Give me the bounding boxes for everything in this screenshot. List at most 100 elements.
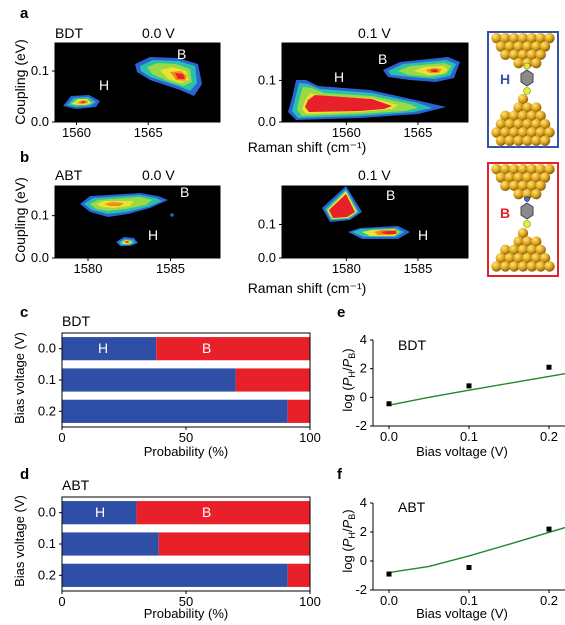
scatter-e: -2 0 2 4 0.0 0.1 0.2 <box>355 332 565 444</box>
ylabel-c: Bias voltage (V) <box>12 332 27 424</box>
bar-B-0.0 <box>136 501 310 525</box>
bar-H-0.2 <box>62 399 288 423</box>
panel-b: b ABT 0.0 V 0.1 V B H <box>12 149 469 296</box>
gold-atom <box>513 118 524 130</box>
gold-atom <box>531 252 542 264</box>
gold-atom <box>531 135 542 146</box>
voltage-label-a0: 0.0 V <box>142 25 175 41</box>
data-point <box>546 364 552 370</box>
data-point <box>386 401 392 407</box>
panel-label-e: e <box>337 304 345 321</box>
ylabel-d: Bias voltage (V) <box>12 495 27 587</box>
gold-atom <box>513 135 524 146</box>
inset-H: H <box>487 31 559 148</box>
bar-label-d-B: B <box>202 504 211 520</box>
gold-atom <box>517 164 529 175</box>
inset-H-label: H <box>500 71 510 87</box>
y-tick-label: -2 <box>355 418 367 433</box>
blob-H-a1-core <box>305 95 392 112</box>
bar-label-c-B: B <box>202 340 211 356</box>
y-tick-label: -2 <box>355 582 367 597</box>
molecule-label-f: ABT <box>398 499 426 515</box>
gold-atom <box>513 102 524 113</box>
axes-c: 0.0 0.1 0.20 50 100 <box>38 332 321 445</box>
gold-atom <box>504 135 515 146</box>
map-frame <box>54 42 221 123</box>
gold-atom <box>513 172 524 183</box>
blob-H-a0-core <box>80 101 86 103</box>
bar-H-0.2 <box>62 563 288 587</box>
gold-atom <box>495 135 507 146</box>
bar-B-0.0 <box>156 337 310 361</box>
gold-electrodes-H <box>491 33 555 146</box>
gold-atom <box>495 118 507 130</box>
x-tick-label: 0 <box>58 430 65 445</box>
gold-atom <box>517 244 529 256</box>
gold-atom <box>526 244 538 256</box>
y-tick-label: 0.2 <box>38 567 56 582</box>
y-tick-label: 2 <box>360 361 367 376</box>
gold-atom <box>531 236 542 247</box>
peak-label-b0-H: H <box>148 227 158 243</box>
heatmap-a0 <box>55 43 220 122</box>
gold-atom <box>500 180 511 192</box>
gold-atom <box>531 188 542 200</box>
x-tick-label: 1580 <box>332 261 361 276</box>
gold-atom <box>491 127 502 138</box>
x-tick-label: 0.1 <box>460 593 478 608</box>
x-tick-label: 1560 <box>62 125 91 140</box>
gold-atom <box>508 244 520 256</box>
blob-B-a1-core <box>430 69 438 72</box>
x-tick-label: 1580 <box>74 261 103 276</box>
gold-atom <box>504 118 515 130</box>
molecule-label-a: BDT <box>55 25 83 41</box>
gold-atom <box>535 33 546 44</box>
y-tick-label: 4 <box>360 495 367 510</box>
axes-b: 1580 1585 0.0 0.1 1580 1585 0.0 0.1 <box>31 185 469 276</box>
peak-label-a0-B: B <box>177 46 186 62</box>
gold-atom <box>539 118 551 130</box>
y-tick-label: 0.1 <box>258 217 276 232</box>
gold-atom <box>517 33 529 44</box>
bar-B-0.2 <box>287 563 310 587</box>
xlabel-a: Raman shift (cm⁻¹) <box>248 139 367 155</box>
panel-label-a: a <box>20 5 29 22</box>
blob-B-a0-core <box>175 73 185 79</box>
bar-H-0.1 <box>62 532 159 556</box>
y-tick-label: 4 <box>360 332 367 347</box>
gold-atom <box>535 110 546 122</box>
gold-atom <box>508 261 520 272</box>
gold-atom <box>531 41 542 52</box>
gold-atom <box>508 127 520 138</box>
blob-B-b0-l5 <box>104 202 124 206</box>
peak-label-b0-B: B <box>180 184 189 200</box>
sulfur-top-H <box>523 62 531 70</box>
y-tick-label: 0.0 <box>38 505 56 520</box>
inset-B-label: B <box>500 205 510 221</box>
xlabel-f: Bias voltage (V) <box>416 606 508 621</box>
scatter-f: -2 0 2 4 0.0 0.1 0.2 <box>355 495 565 608</box>
gold-atom <box>508 33 520 44</box>
gold-atom <box>495 41 507 52</box>
x-tick-label: 0.2 <box>540 429 558 444</box>
bar-H-0.0 <box>62 337 157 361</box>
gold-atom <box>531 102 542 113</box>
gold-atom <box>491 164 502 175</box>
data-point <box>466 565 472 571</box>
gold-atom <box>539 41 551 52</box>
molecule-B <box>520 196 534 228</box>
map-frame <box>54 185 221 259</box>
x-tick-label: 100 <box>299 430 321 445</box>
x-tick-label: 50 <box>179 430 193 445</box>
x-tick-label: 0.1 <box>460 429 478 444</box>
heatmap-b1 <box>282 186 468 258</box>
bar-label-d-H: H <box>95 504 105 520</box>
panel-label-c: c <box>20 304 28 321</box>
y-tick-label: 0.1 <box>258 72 276 87</box>
benzene-ring-B <box>520 202 534 220</box>
panel-label-d: d <box>20 466 29 483</box>
gold-atom <box>517 94 529 105</box>
gold-atom <box>539 252 551 264</box>
y-tick-label: 0.0 <box>258 114 276 129</box>
gold-atom <box>517 110 529 122</box>
